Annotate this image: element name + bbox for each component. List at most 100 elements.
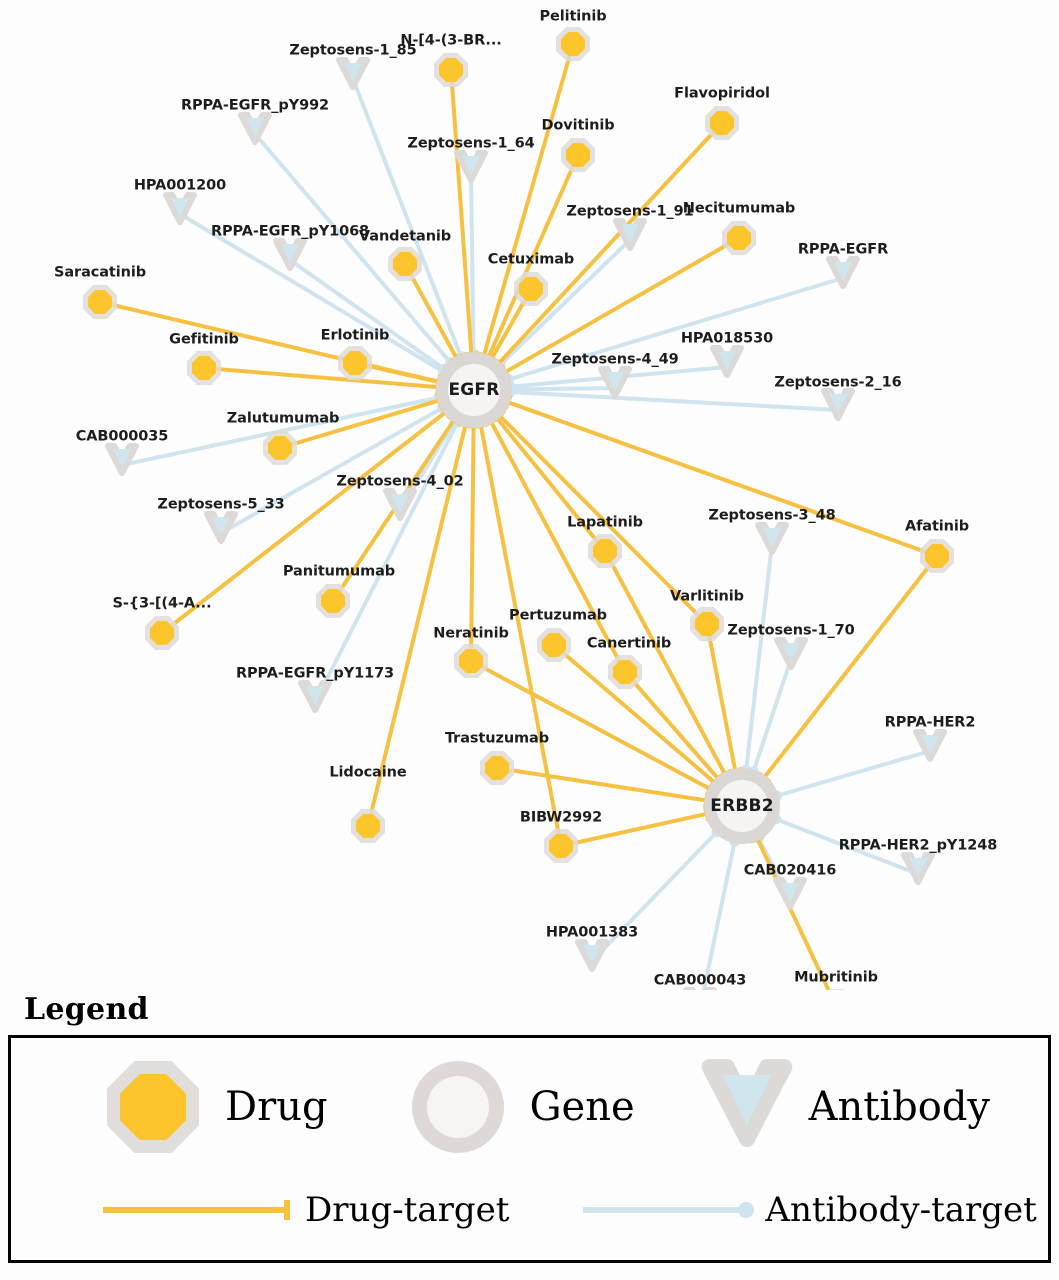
drug-node-label: Zalutumumab — [226, 410, 340, 427]
drug-node-core — [459, 649, 483, 673]
drug-node-label: Gefitinib — [169, 331, 239, 348]
legend-gene-label: Gene — [529, 1084, 635, 1130]
gene-node-egfr[interactable]: EGFR — [436, 352, 512, 428]
drug-node[interactable] — [514, 272, 548, 306]
drug-node-core — [710, 111, 734, 135]
antibody-node-icon[interactable] — [774, 637, 808, 673]
drug-node[interactable] — [705, 106, 739, 140]
drug-node[interactable] — [263, 431, 297, 465]
antibody-node-label: Zeptosens-2_16 — [774, 374, 902, 391]
antibody-node-label: Zeptosens-5_33 — [157, 496, 285, 513]
drug-node[interactable] — [338, 346, 372, 380]
drug-node-label: Mubritinib — [794, 969, 878, 986]
legend-drug-target-item: Drug-target — [101, 1193, 509, 1227]
antibody-node-icon[interactable] — [613, 218, 647, 254]
legend-antibody-target-item: Antibody-target — [581, 1190, 1037, 1230]
antibody-node-label: CAB000043 — [653, 972, 747, 989]
antibody-node-label: HPA001383 — [545, 924, 639, 941]
drug-node[interactable] — [722, 221, 756, 255]
drug-node-label: S-{3-[(4-A... — [112, 595, 212, 612]
antibody-node-icon[interactable] — [598, 366, 632, 402]
legend-antibody-label: Antibody — [808, 1084, 991, 1130]
drug-node-label: Panitumumab — [282, 563, 396, 580]
antibody-node-label: Zeptosens-1_91 — [566, 203, 694, 220]
antibody-node-icon[interactable] — [575, 939, 609, 975]
drug-node-label: Flavopiridol — [674, 85, 770, 102]
antibody-node-icon[interactable] — [273, 238, 307, 274]
drug-node[interactable] — [351, 809, 385, 843]
drug-node-label: Dovitinib — [541, 117, 615, 134]
gene-ring-icon — [411, 1061, 504, 1153]
drug-node-label: Varlitinib — [670, 588, 744, 605]
antibody-node-icon[interactable] — [821, 388, 855, 424]
antibody-node-label: RPPA-HER2 — [884, 714, 976, 731]
drug-node[interactable] — [316, 584, 350, 618]
drug-node-label: Vandetanib — [358, 228, 452, 245]
drug-node-core — [343, 351, 367, 375]
drug-node[interactable] — [388, 247, 422, 281]
antibody-node-icon[interactable] — [298, 680, 332, 716]
antibody-node-label: Zeptosens-4_02 — [336, 473, 464, 490]
antibody-node-icon[interactable] — [454, 150, 488, 186]
legend-drug-target-label: Drug-target — [305, 1190, 510, 1230]
drug-node[interactable] — [690, 607, 724, 641]
drug-node-label: Trastuzumab — [444, 730, 550, 747]
drug-node[interactable] — [454, 644, 488, 678]
drug-node[interactable] — [537, 628, 571, 662]
drug-node-core — [150, 621, 174, 645]
antibody-node-icon[interactable] — [901, 852, 935, 888]
drug-target-edge-icon — [103, 1200, 290, 1220]
antibody-node-icon[interactable] — [710, 345, 744, 381]
drug-node-core — [485, 756, 509, 780]
drug-node-core — [695, 612, 719, 636]
drug-node-label: N-[4-(3-BR... — [400, 32, 502, 49]
antibody-node-icon[interactable] — [755, 522, 789, 558]
drug-node[interactable] — [920, 539, 954, 573]
drug-node[interactable] — [187, 351, 221, 385]
antibody-node-label: RPPA-EGFR_pY1173 — [235, 665, 395, 682]
drug-node[interactable] — [544, 829, 578, 863]
drug-node-core — [727, 226, 751, 250]
drug-node[interactable] — [556, 27, 590, 61]
antibody-node-label: RPPA-EGFR_pY1068 — [210, 223, 370, 240]
drug-node[interactable] — [819, 989, 853, 990]
antibody-target-edge-icon — [583, 1202, 755, 1218]
antibody-node-label: RPPA-HER2_pY1248 — [838, 837, 998, 854]
network-canvas[interactable]: EGFR ERBB2 Zeptosens-1_85 RPPA-EGFR_pY992 Z… — [0, 0, 1059, 990]
antibody-node-icon[interactable] — [773, 877, 807, 913]
antibody-node-icon[interactable] — [913, 729, 947, 765]
drug-octagon-icon — [107, 1061, 199, 1153]
antibody-node-icon[interactable] — [336, 57, 370, 93]
antibody-node-label: CAB000035 — [75, 428, 169, 445]
drug-node[interactable] — [588, 534, 622, 568]
antibody-node-icon[interactable] — [383, 488, 417, 524]
legend-gene-item: Gene — [411, 1061, 635, 1153]
antibody-node-label: CAB020416 — [743, 862, 837, 879]
drug-node[interactable] — [83, 285, 117, 319]
antibody-node-label: Zeptosens-4_49 — [551, 351, 679, 368]
gene-node-erbb2[interactable]: ERBB2 — [704, 768, 780, 844]
drug-node-core — [268, 436, 292, 460]
drug-node-core — [925, 544, 949, 568]
drug-node[interactable] — [145, 616, 179, 650]
antibody-node-icon[interactable] — [826, 256, 860, 292]
antibody-node-icon[interactable] — [204, 511, 238, 547]
antibody-node-icon[interactable] — [105, 443, 139, 479]
antibody-node-icon[interactable] — [238, 112, 272, 148]
antibody-chevron-icon — [701, 1059, 793, 1155]
drug-node[interactable] — [608, 655, 642, 689]
drug-node[interactable] — [434, 53, 468, 87]
gene-node-inner: ERBB2 — [710, 780, 774, 832]
legend-antibody-target-label: Antibody-target — [765, 1190, 1037, 1230]
drug-node[interactable] — [561, 138, 595, 172]
antibody-node-label: RPPA-EGFR_pY992 — [180, 97, 330, 114]
legend-drug-item: Drug — [107, 1061, 328, 1153]
gene-node-label: ERBB2 — [710, 796, 774, 816]
drug-node-label: Saracatinib — [53, 264, 147, 281]
drug-node-core — [356, 814, 380, 838]
drug-node-core — [542, 633, 566, 657]
drug-node-label: BIBW2992 — [519, 809, 603, 826]
drug-node[interactable] — [480, 751, 514, 785]
antibody-node-icon[interactable] — [163, 192, 197, 228]
drug-node-label: Neratinib — [433, 625, 509, 642]
